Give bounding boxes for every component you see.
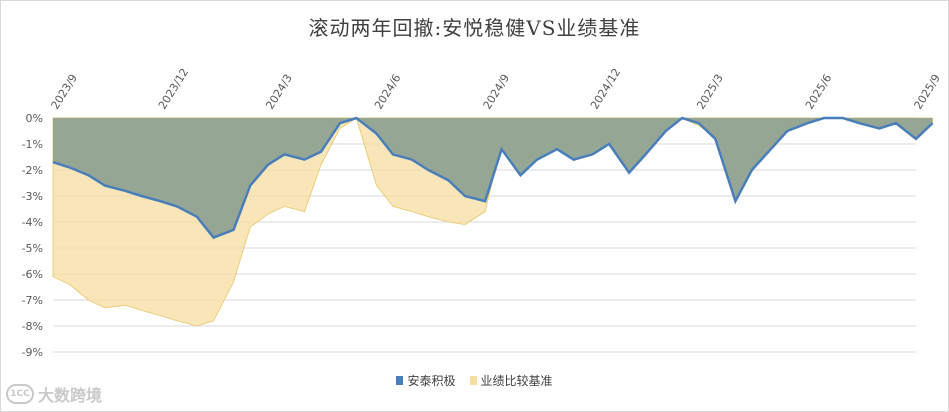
- y-tick-label: -1%: [22, 138, 43, 151]
- legend-label-benchmark: 业绩比较基准: [480, 374, 553, 388]
- y-tick-label: 0%: [26, 112, 43, 125]
- y-tick-label: -9%: [22, 346, 43, 359]
- watermark-logo-icon: 1CC: [6, 384, 34, 404]
- y-axis-ticks: 0% -1% -2% -3% -4% -5% -6% -7% -8% -9%: [22, 112, 43, 359]
- legend-swatch-benchmark: [469, 376, 477, 385]
- y-tick-label: -8%: [22, 320, 43, 333]
- y-tick-label: -2%: [22, 164, 43, 177]
- x-tick-label: 2025/9: [912, 72, 944, 112]
- x-tick-label: 2023/12: [156, 66, 191, 112]
- series-lines: [52, 116, 934, 240]
- legend-swatch-fund: [396, 376, 404, 385]
- legend-item-fund[interactable]: 安泰积极: [396, 372, 456, 389]
- x-tick-label: 2024/3: [263, 72, 295, 112]
- y-tick-label: -3%: [22, 190, 43, 203]
- y-tick-label: -6%: [22, 268, 43, 281]
- legend-item-benchmark[interactable]: 业绩比较基准: [469, 372, 553, 389]
- fund-area: [53, 118, 933, 238]
- y-tick-label: -7%: [22, 294, 43, 307]
- chart-title: 滚动两年回撤:安悦稳健VS业绩基准: [308, 16, 641, 40]
- watermark-text: 大数跨境: [38, 386, 103, 405]
- x-tick-label: 2024/12: [588, 66, 623, 112]
- x-tick-label: 2025/6: [803, 72, 835, 112]
- y-tick-label: -5%: [22, 242, 43, 255]
- legend: 安泰积极 业绩比较基准: [0, 372, 949, 389]
- legend-label-fund: 安泰积极: [407, 374, 456, 388]
- x-axis-ticks: 2023/9 2023/12 2024/3 2024/6 2024/9 2024/12 20…: [49, 66, 944, 112]
- x-tick-label: 2023/9: [49, 72, 81, 112]
- fund-line: [52, 116, 934, 240]
- x-tick-label: 2025/3: [694, 72, 726, 112]
- watermark: 1CC 大数跨境: [6, 382, 102, 406]
- y-tick-label: -4%: [22, 216, 43, 229]
- x-tick-label: 2024/9: [481, 72, 513, 112]
- x-tick-label: 2024/6: [372, 72, 404, 112]
